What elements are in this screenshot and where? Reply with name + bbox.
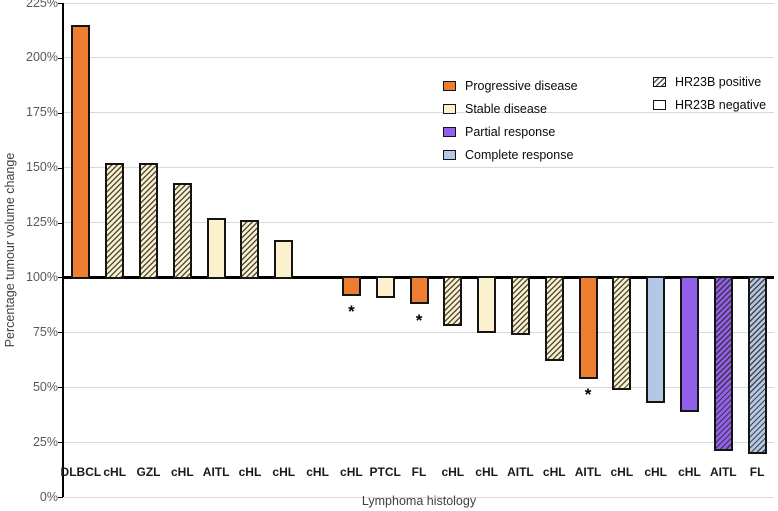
bar-AITL-16 (578, 276, 598, 379)
category-label-cHL: cHL (610, 465, 634, 479)
bar-cHL-6 (240, 220, 260, 279)
bar-cHL-4 (172, 183, 192, 279)
legend-label: HR23B negative (675, 98, 767, 112)
legend-item-negative: HR23B negative (653, 97, 766, 113)
legend-swatch-negative-icon (653, 100, 666, 110)
bar-AITL-20 (713, 276, 733, 452)
significance-asterisk: * (415, 310, 423, 330)
legend-swatch-progressive-icon (443, 81, 456, 91)
y-axis-tick (58, 3, 63, 4)
category-label-cHL: cHL (542, 465, 566, 479)
bar-cHL-7 (274, 240, 294, 279)
category-label-cHL: cHL (170, 465, 194, 479)
y-axis-tick (58, 112, 63, 114)
bar-cHL-9 (341, 276, 361, 296)
bar-cHL-17 (612, 276, 632, 390)
bar-FL-21 (747, 276, 767, 454)
category-label-AITL: AITL (507, 465, 534, 479)
gridline-150% (64, 167, 774, 169)
bar-AITL-14 (510, 276, 530, 336)
legend-label: Complete response (465, 148, 574, 162)
y-axis-tick (58, 167, 63, 169)
y-axis-tick (58, 277, 63, 279)
legend-label: Stable disease (465, 102, 548, 116)
category-label-DLBCL: DLBCL (60, 465, 102, 479)
category-label-AITL: AITL (202, 465, 230, 479)
y-axis-tick (58, 387, 63, 389)
gridline-225% (64, 2, 774, 4)
y-tick-label: 225% (26, 0, 58, 10)
y-tick-label: 75% (32, 324, 58, 339)
legend-response-types: Progressive disease Stable disease Partial… (443, 78, 578, 170)
y-axis-tick (58, 332, 63, 334)
legend-swatch-stable-icon (443, 104, 456, 114)
bar-cHL-15 (544, 276, 564, 362)
category-label-GZL: GZL (136, 465, 161, 479)
category-label-cHL: cHL (340, 465, 363, 479)
legend-swatch-partial-icon (443, 127, 456, 137)
y-tick-label: 150% (26, 160, 58, 175)
bar-PTCL-10 (375, 276, 395, 298)
category-label-cHL: cHL (306, 465, 329, 479)
y-axis-title: Percentage tumour volume change (3, 152, 17, 348)
legend-item-complete: Complete response (443, 147, 578, 163)
legend-swatch-complete-icon (443, 150, 456, 160)
y-axis-line (62, 3, 64, 497)
y-tick-label: 125% (26, 215, 58, 230)
category-label-FL: FL (749, 465, 765, 479)
legend-item-positive: HR23B positive (653, 74, 766, 90)
category-label-cHL: cHL (272, 465, 296, 479)
y-axis-tick (58, 222, 63, 224)
gridline-50% (64, 386, 774, 388)
legend-item-stable: Stable disease (443, 101, 578, 117)
legend-item-progressive: Progressive disease (443, 78, 578, 94)
y-tick-label: 50% (32, 379, 58, 394)
category-label-cHL: cHL (103, 465, 127, 479)
gridline-125% (64, 222, 774, 224)
category-label-cHL: cHL (238, 465, 262, 479)
category-label-AITL: AITL (574, 465, 602, 479)
bar-FL-11 (409, 276, 429, 305)
legend-label: Partial response (465, 125, 556, 139)
category-label-FL: FL (411, 465, 427, 479)
bar-DLBCL-1 (71, 24, 91, 279)
y-axis-tick (58, 57, 63, 59)
gridline-25% (64, 441, 774, 443)
gridline-200% (64, 57, 774, 59)
category-label-PTCL: PTCL (369, 465, 401, 479)
plot-area: DLBCL cHL GZL cHL AITL cHL cHL cHL * cHL PTCL * FL cH… (58, 2, 774, 498)
category-label-cHL: cHL (644, 465, 667, 479)
y-tick-label: 25% (32, 434, 58, 449)
category-label-AITL: AITL (709, 465, 737, 479)
gridline-175% (64, 112, 774, 114)
legend-label: HR23B positive (675, 75, 762, 89)
x-axis-title: Lymphoma histology (361, 494, 477, 508)
bar-GZL-3 (139, 163, 159, 279)
category-label-cHL: cHL (678, 465, 701, 479)
bar-cHL-12 (443, 276, 463, 327)
y-tick-label: 0% (39, 489, 58, 504)
bar-cHL-19 (679, 276, 699, 412)
bar-AITL-5 (206, 218, 226, 279)
significance-asterisk: * (348, 302, 355, 321)
gridline-75% (64, 331, 774, 333)
y-tick-label: 175% (26, 105, 58, 120)
bar-cHL-13 (477, 276, 497, 333)
category-label-cHL: cHL (475, 465, 498, 479)
bar-cHL-18 (646, 276, 666, 404)
y-tick-label: 200% (26, 50, 58, 65)
legend-item-partial: Partial response (443, 124, 578, 140)
bar-cHL-2 (105, 163, 125, 279)
y-axis-tick (58, 442, 63, 444)
legend-hr23b-status: HR23B positive HR23B negative (653, 74, 766, 120)
legend-label: Progressive disease (465, 79, 578, 93)
gridline-0% (64, 496, 774, 498)
y-tick-label: 100% (26, 269, 58, 284)
legend-swatch-positive-icon (653, 77, 666, 87)
category-label-cHL: cHL (441, 465, 465, 479)
significance-asterisk: * (584, 385, 592, 405)
y-axis-tick (58, 497, 63, 498)
